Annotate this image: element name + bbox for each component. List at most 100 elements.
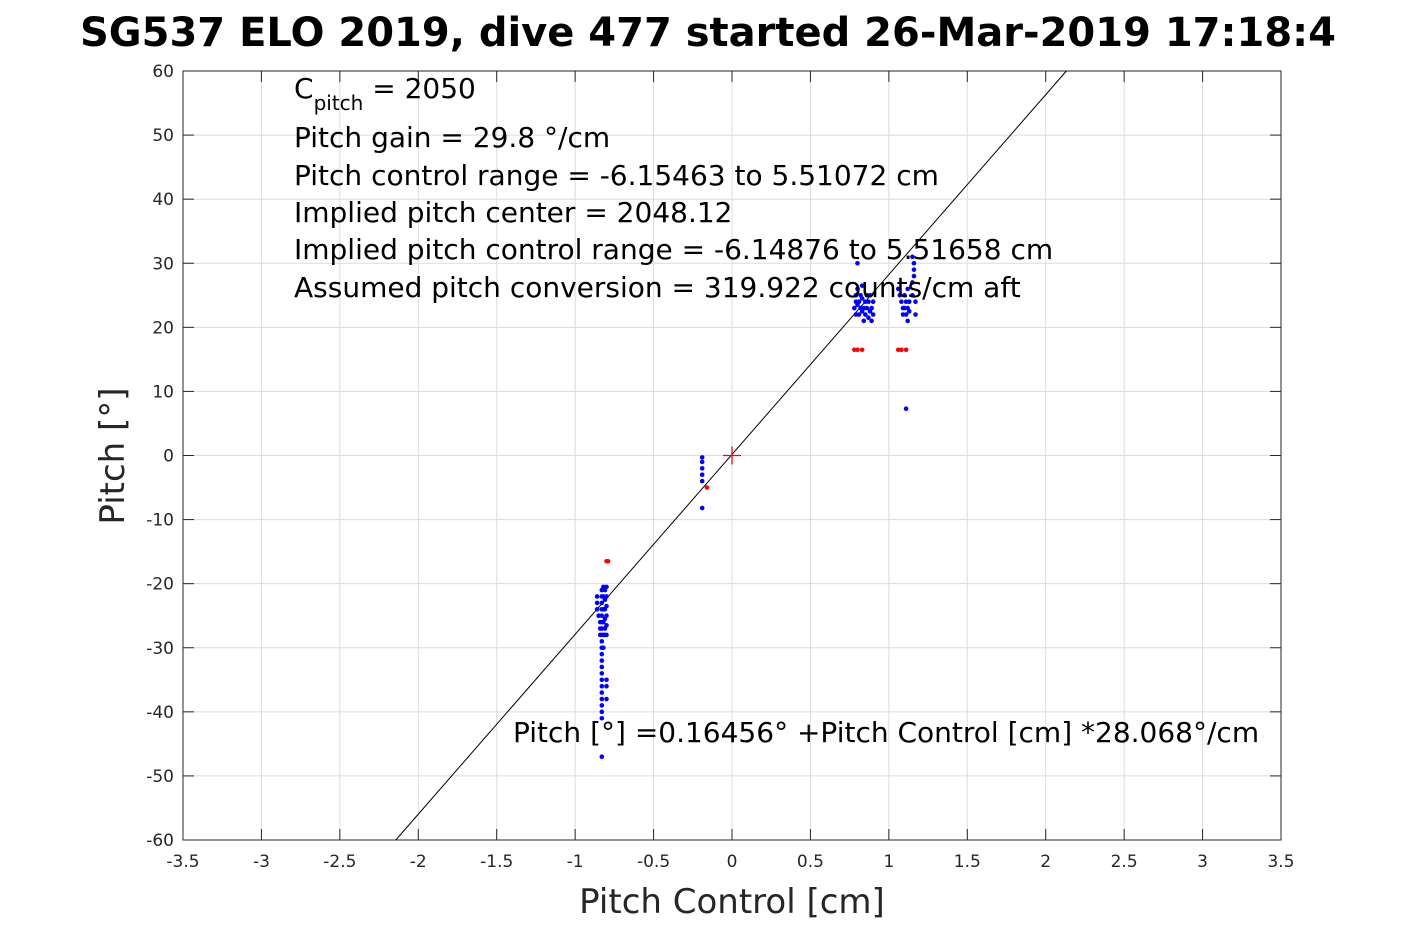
point-series-0 bbox=[604, 623, 609, 628]
x-tick-label: -3 bbox=[253, 852, 270, 872]
point-series-0 bbox=[911, 273, 917, 279]
x-tick-label: 1 bbox=[883, 852, 894, 872]
x-tick-label: 2.5 bbox=[1111, 852, 1138, 872]
point-series-1 bbox=[859, 347, 865, 353]
point-series-0 bbox=[905, 318, 910, 324]
point-series-0 bbox=[599, 658, 605, 663]
y-tick-label: 0 bbox=[163, 447, 174, 467]
x-tick-label: -3.5 bbox=[166, 852, 199, 872]
y-tick-label: 50 bbox=[152, 126, 174, 146]
y-tick-label: -40 bbox=[146, 703, 174, 723]
point-series-0 bbox=[906, 299, 912, 305]
annotation-cpitch-rest: = 2050 bbox=[363, 72, 476, 105]
point-series-0 bbox=[599, 703, 605, 708]
y-tick-label: -30 bbox=[146, 639, 174, 659]
point-series-0 bbox=[599, 677, 605, 683]
x-axis-label: Pitch Control [cm] bbox=[579, 882, 885, 922]
point-series-0 bbox=[594, 594, 600, 599]
point-series-0 bbox=[866, 315, 871, 321]
y-tick-label: -60 bbox=[146, 831, 174, 851]
point-series-0 bbox=[604, 696, 609, 702]
point-series-0 bbox=[699, 505, 705, 511]
point-series-0 bbox=[699, 472, 705, 478]
point-series-0 bbox=[903, 406, 909, 412]
point-series-0 bbox=[699, 459, 705, 465]
point-series-0 bbox=[867, 292, 873, 298]
point-series-0 bbox=[856, 312, 862, 317]
point-series-0 bbox=[863, 312, 868, 317]
x-tick-label: -1.5 bbox=[480, 852, 513, 872]
center-marker bbox=[723, 446, 741, 465]
plot-area bbox=[395, 70, 1067, 841]
point-series-0 bbox=[852, 305, 857, 311]
x-tick-labels: -3.5 -3 -2.5 -2 -1.5 -1 -0.5 0 0.5 1 1.5 2 2.5 3 3.5 bbox=[166, 852, 1294, 872]
x-tick-label: 0.5 bbox=[797, 852, 824, 872]
point-series-0 bbox=[601, 645, 606, 651]
point-series-0 bbox=[604, 632, 609, 638]
point-series-0 bbox=[699, 478, 705, 484]
y-tick-label: 60 bbox=[152, 62, 174, 82]
y-tick-label: -50 bbox=[146, 767, 174, 787]
annotation-control-range: Pitch control range = -6.15463 to 5.5107… bbox=[294, 159, 939, 192]
point-series-0 bbox=[910, 292, 915, 298]
point-series-0 bbox=[599, 671, 605, 676]
annotation-conversion: Assumed pitch conversion = 319.922 count… bbox=[294, 271, 1021, 304]
y-tick-label: 20 bbox=[152, 318, 174, 338]
x-tick-label: -0.5 bbox=[637, 852, 670, 872]
point-series-0 bbox=[859, 283, 865, 288]
point-series-0 bbox=[897, 292, 903, 298]
point-series-0 bbox=[856, 299, 862, 305]
y-tick-label: 10 bbox=[152, 382, 174, 402]
point-series-0 bbox=[599, 683, 605, 689]
point-series-1 bbox=[903, 347, 909, 353]
point-series-0 bbox=[869, 318, 874, 324]
y-tick-labels: 60 50 40 30 20 10 0 -10 -20 -30 -40 -50 -60 bbox=[146, 62, 174, 851]
point-series-0 bbox=[855, 260, 860, 266]
point-series-0 bbox=[913, 299, 918, 305]
point-series-0 bbox=[599, 639, 605, 644]
x-tick-label: 2 bbox=[1040, 852, 1051, 872]
point-series-0 bbox=[604, 683, 609, 689]
point-series-0 bbox=[906, 309, 912, 314]
y-axis-label: Pitch [°] bbox=[93, 387, 133, 524]
point-series-0 bbox=[599, 754, 605, 759]
point-series-0 bbox=[864, 305, 870, 311]
annotation-implied-range: Implied pitch control range = -6.14876 t… bbox=[294, 233, 1053, 266]
point-series-0 bbox=[604, 677, 609, 683]
point-series-0 bbox=[599, 651, 605, 657]
point-series-0 bbox=[594, 607, 600, 612]
point-series-0 bbox=[905, 286, 910, 292]
grid bbox=[182, 70, 1282, 841]
point-series-0 bbox=[599, 715, 605, 721]
point-series-0 bbox=[910, 254, 915, 260]
annotation-implied-center: Implied pitch center = 2048.12 bbox=[294, 196, 732, 229]
point-series-0 bbox=[853, 292, 859, 298]
y-tick-label: 30 bbox=[152, 254, 174, 274]
annotation-cpitch: Cpitch = 2050 bbox=[294, 72, 476, 115]
chart-title: SG537 ELO 2019, dive 477 started 26-Mar-… bbox=[80, 10, 1336, 56]
point-series-0 bbox=[869, 305, 874, 311]
y-tick-label: -10 bbox=[146, 511, 174, 531]
x-tick-label: 3 bbox=[1197, 852, 1208, 872]
point-series-0 bbox=[861, 318, 867, 324]
point-series-0 bbox=[859, 296, 865, 301]
annotation-cpitch-sub: pitch bbox=[314, 91, 364, 115]
point-series-0 bbox=[899, 299, 904, 305]
point-series-0 bbox=[604, 613, 609, 619]
scatter-points bbox=[594, 254, 918, 759]
point-series-0 bbox=[599, 613, 605, 619]
point-series-1 bbox=[704, 485, 710, 490]
point-series-1 bbox=[604, 558, 609, 564]
point-series-0 bbox=[895, 286, 901, 292]
point-series-1 bbox=[855, 347, 860, 353]
point-series-0 bbox=[604, 603, 609, 609]
point-series-0 bbox=[599, 600, 605, 606]
point-series-0 bbox=[911, 267, 917, 272]
annotation-pitch-gain: Pitch gain = 29.8 °/cm bbox=[294, 121, 610, 154]
x-tick-label: 3.5 bbox=[1267, 852, 1294, 872]
point-series-0 bbox=[855, 286, 860, 292]
point-series-0 bbox=[604, 584, 609, 590]
point-series-0 bbox=[911, 260, 917, 266]
point-series-0 bbox=[594, 600, 600, 606]
y-tick-label: -20 bbox=[146, 575, 174, 595]
